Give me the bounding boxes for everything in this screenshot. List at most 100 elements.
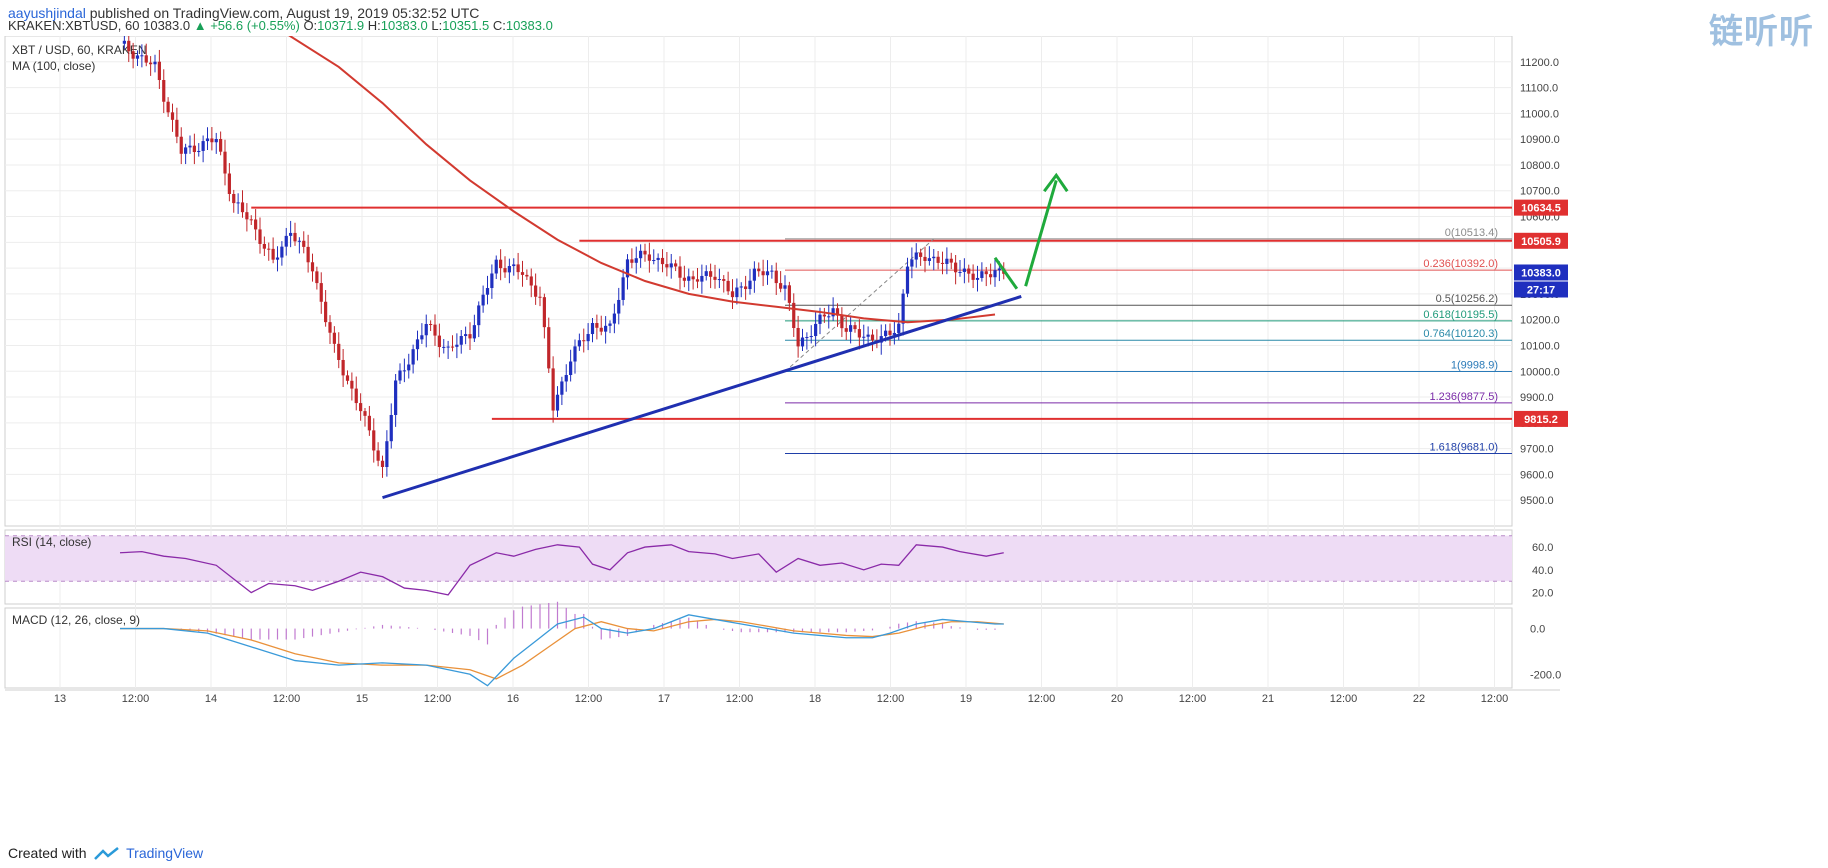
candle-body [927,258,931,261]
macd-histogram [171,601,996,645]
candle-body [433,324,437,336]
ascending-trendline[interactable] [382,295,1022,500]
candle [227,163,231,202]
candle [695,268,700,289]
candle [547,317,551,373]
rsi-y-tick-label: 60.0 [1532,542,1553,554]
candle-body [866,334,870,337]
candle-body [459,336,463,345]
published-text: published on TradingView.com, August 19,… [89,5,480,21]
candle [293,222,297,246]
candle [341,349,345,388]
y-tick-label: 9900.0 [1520,392,1554,404]
candle-body [704,271,708,276]
candle-body [394,380,398,415]
candle-body [534,285,538,297]
candle-body [678,266,682,278]
candle-body [499,259,503,269]
macd-signal-line[interactable] [120,618,1004,680]
candle-body [744,286,748,290]
candle-body [840,315,844,329]
candle [595,314,599,340]
pane-frame [4,36,1513,527]
candle-body [341,359,345,376]
candle [424,314,428,348]
candle [932,249,936,271]
fib-retracement[interactable]: 0(10513.4) 0.236(10392.0) 0.5(10256.2) 0.61… [784,227,1512,455]
candle [442,339,446,354]
candle-body [122,40,126,44]
projection-arrows[interactable] [993,172,1069,290]
fib-diagonal-line[interactable] [784,238,935,372]
candle-body [849,325,853,332]
candle-body [932,256,936,259]
rsi-y-tick-label: 40.0 [1532,565,1553,577]
candle [765,260,770,285]
candle [188,135,192,154]
candle [468,322,472,351]
open-value: 10371.9 [317,18,368,33]
candle-body [140,55,144,57]
candle-body [131,51,135,59]
candle-body [779,283,783,289]
candle [232,189,236,213]
candle [153,54,157,73]
candle-body [617,299,621,314]
created-with-text: Created with [8,845,87,861]
candle [192,133,196,165]
candle [271,237,275,264]
candle-body [525,274,529,277]
ma100-line[interactable] [282,36,996,324]
author-link[interactable]: aayushjindal [8,5,86,21]
candle [503,256,507,278]
candle-body [787,285,791,303]
candle [236,193,240,214]
candle-body [310,262,315,272]
low-label: L: [431,18,443,33]
candle [687,268,691,292]
candle [796,315,800,358]
candle [175,107,179,144]
macd-line[interactable] [120,614,1004,687]
countdown-badge-text: 27:17 [1527,284,1555,296]
candle [359,393,363,421]
y-tick-label: 11000.0 [1520,108,1559,120]
up-arrow-shaft[interactable] [1024,180,1058,287]
candle [844,316,848,341]
candle [459,329,463,354]
candle-body [792,302,796,329]
candle [962,258,966,284]
candle-body [162,80,166,102]
chart[interactable]: 13 12:00 14 12:00 15 12:00 16 12:00 17 12:00 18 12:… [0,36,1828,844]
candle [367,405,371,436]
candle-body [726,280,730,292]
fib-level-label: 0.236(10392.0) [1423,258,1498,270]
candle-body [809,336,813,338]
candle [647,242,651,273]
candle-body [709,271,713,277]
candle-body [621,277,625,300]
candle-body [739,286,743,288]
candle [831,297,835,321]
candle-body [914,252,918,260]
candle [643,243,647,262]
resistance-2-badge-bg [1514,232,1568,249]
candle-body [184,147,188,154]
x-tick-label: 12:00 [1179,693,1207,705]
pullback-stroke[interactable] [993,256,1019,290]
candle-body [297,240,301,242]
candle [748,268,752,295]
support-badge-bg [1514,410,1568,427]
candle [814,312,818,347]
candle-body [980,271,984,278]
candle [901,289,905,336]
candle-body [735,287,739,298]
up-arrow-head-icon[interactable] [1043,172,1069,193]
candle [573,339,577,374]
candle-body [573,346,577,362]
candle-body [512,264,516,267]
y-tick-label: 10000.0 [1520,366,1560,378]
rsi-line[interactable] [119,544,1004,596]
candle-body [319,283,323,302]
tradingview-brand[interactable]: TradingView [126,845,204,861]
